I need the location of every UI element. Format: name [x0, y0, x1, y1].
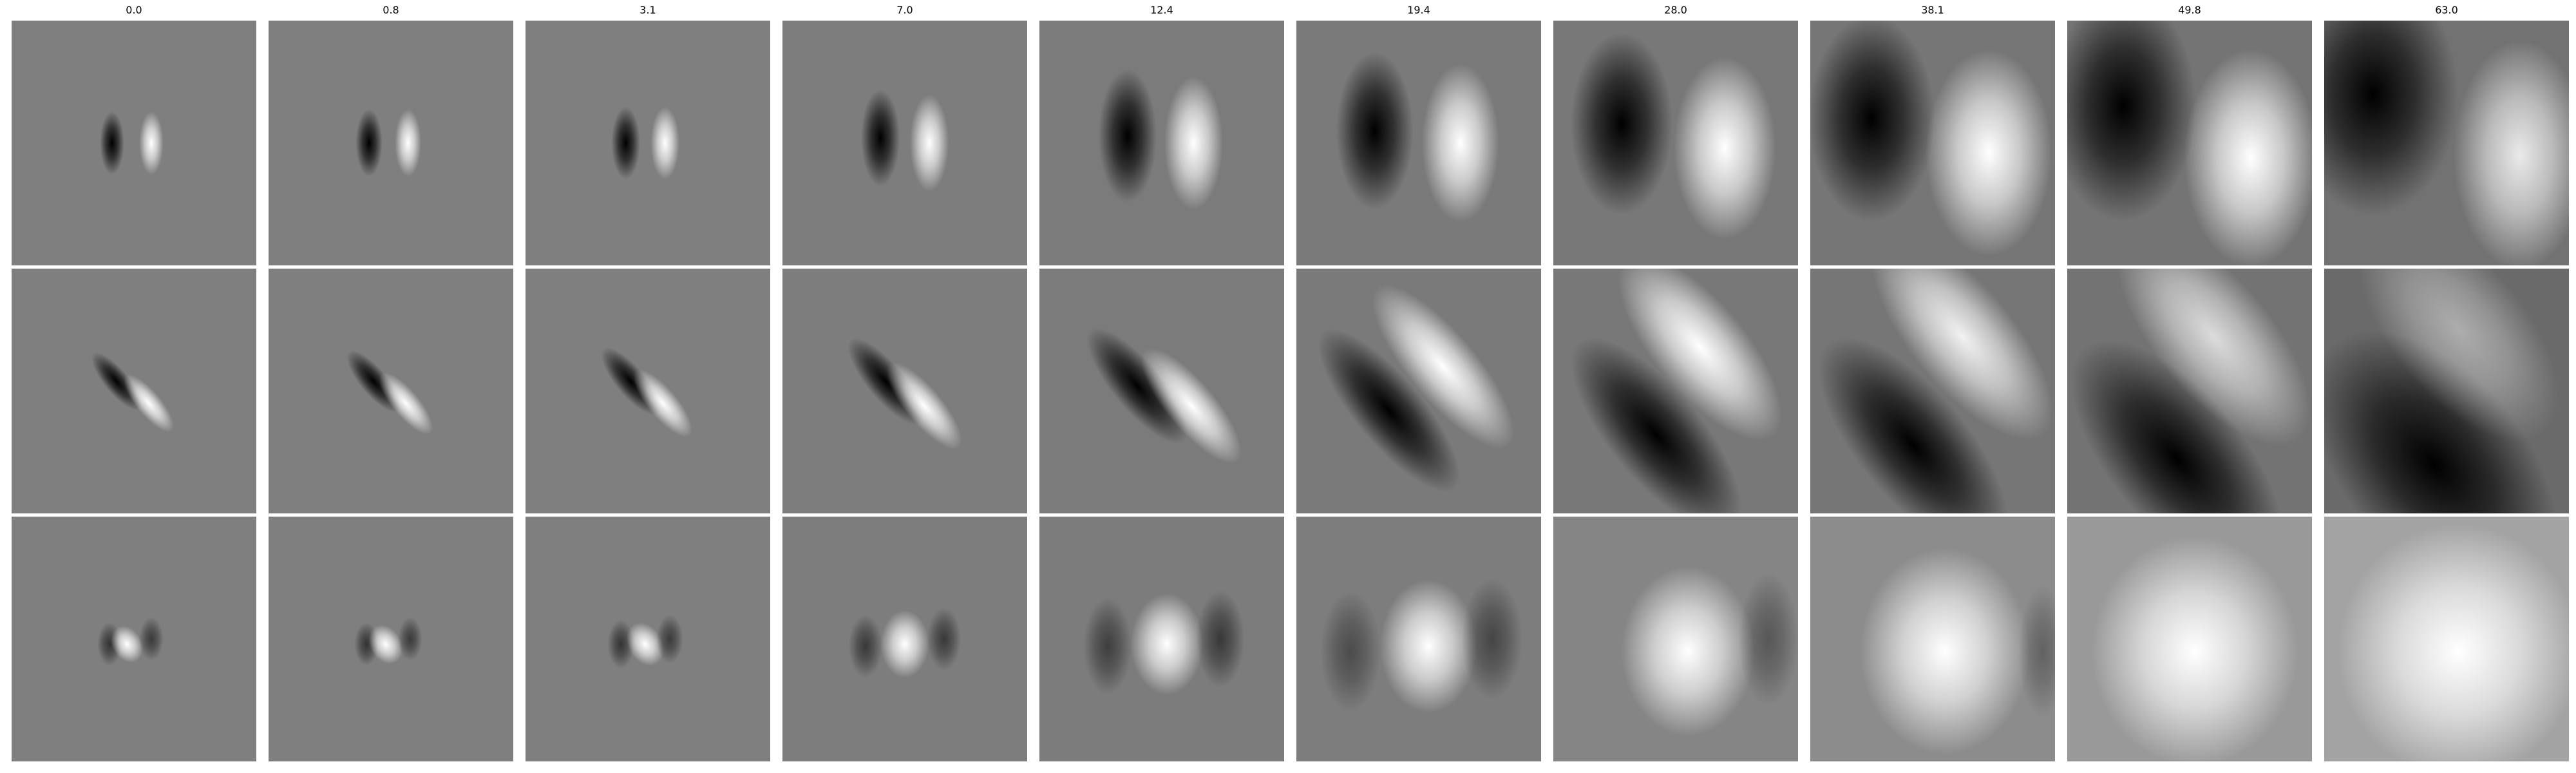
- light-lobe: [394, 108, 422, 178]
- filter-panel: [782, 517, 1027, 761]
- dark-lobe: [1570, 32, 1674, 216]
- column-title: 12.4: [1150, 4, 1173, 16]
- column-title: 0.8: [383, 4, 399, 16]
- dark-lobe: [355, 108, 383, 178]
- filter-panel: [2324, 21, 2569, 265]
- dark-lobe: [1461, 578, 1523, 700]
- filter-panel: [1810, 21, 2055, 265]
- dark-lobe: [398, 616, 423, 662]
- filter-panel: [12, 269, 256, 513]
- dark-lobe: [611, 106, 641, 180]
- light-lobe: [1673, 56, 1776, 240]
- filter-panel: [1553, 21, 1798, 265]
- filter-panel: [1296, 517, 1541, 761]
- dark-lobe: [138, 616, 164, 662]
- dark-lobe: [1320, 590, 1381, 712]
- filter-panel: [1810, 517, 2055, 761]
- light-lobe: [2183, 47, 2312, 265]
- column-title: 0.0: [126, 4, 142, 16]
- column-title: 19.4: [1407, 4, 1430, 16]
- filter-panel: [12, 517, 256, 761]
- light-lobe: [1130, 592, 1204, 696]
- filter-panel: [1553, 269, 1798, 513]
- light-lobe: [1421, 63, 1500, 223]
- dark-lobe: [1810, 21, 1935, 223]
- light-lobe: [1379, 578, 1478, 714]
- filter-panel: [526, 269, 770, 513]
- dark-lobe: [927, 607, 961, 671]
- filter-panel: [2067, 21, 2312, 265]
- dark-lobe: [860, 89, 900, 187]
- light-lobe: [2452, 39, 2569, 265]
- filter-panel: [12, 21, 256, 265]
- filter-panel: [269, 269, 513, 513]
- dark-lobe: [2324, 21, 2459, 216]
- dark-lobe: [2018, 584, 2055, 719]
- light-lobe: [1620, 566, 1756, 737]
- filter-panel: [269, 517, 513, 761]
- column-title: 3.1: [639, 4, 656, 16]
- filter-panel: [1810, 269, 2055, 513]
- filter-panel: [1553, 517, 1798, 761]
- column-title: 63.0: [2435, 4, 2458, 16]
- filter-panel: [269, 21, 513, 265]
- light-lobe: [2090, 535, 2299, 761]
- filter-panel: [1296, 21, 1541, 265]
- filter-panel: [526, 517, 770, 761]
- column-title: 7.0: [896, 4, 913, 16]
- dark-lobe: [2067, 21, 2197, 223]
- column-title: 38.1: [1921, 4, 1944, 16]
- filter-panel: [2324, 269, 2569, 513]
- filter-panel: [1039, 269, 1284, 513]
- filter-panel: [1296, 269, 1541, 513]
- light-lobe: [2336, 522, 2569, 761]
- column-title: 49.8: [2178, 4, 2201, 16]
- dark-lobe: [1098, 68, 1157, 204]
- filter-panel: [782, 21, 1027, 265]
- dark-lobe: [99, 111, 124, 175]
- filter-panel: [526, 21, 770, 265]
- light-lobe: [1164, 75, 1223, 211]
- filter-panel: [2324, 517, 2569, 761]
- filter-panel: [1039, 21, 1284, 265]
- filter-panel: [782, 269, 1027, 513]
- filter-panel: [1039, 517, 1284, 761]
- dark-lobe: [1335, 51, 1414, 211]
- dark-lobe: [1083, 597, 1133, 696]
- light-lobe: [909, 94, 949, 192]
- filter-panel: [2067, 517, 2312, 761]
- dark-lobe: [1738, 571, 1798, 707]
- dark-lobe: [656, 615, 684, 663]
- filter-panel: [2067, 269, 2312, 513]
- light-lobe: [138, 111, 164, 175]
- light-lobe: [880, 609, 929, 678]
- column-title: 28.0: [1664, 4, 1687, 16]
- dark-lobe: [848, 614, 883, 678]
- light-lobe: [650, 106, 680, 180]
- dark-lobe: [1196, 590, 1245, 688]
- light-lobe: [1925, 48, 2053, 257]
- light-lobe: [1859, 547, 2031, 756]
